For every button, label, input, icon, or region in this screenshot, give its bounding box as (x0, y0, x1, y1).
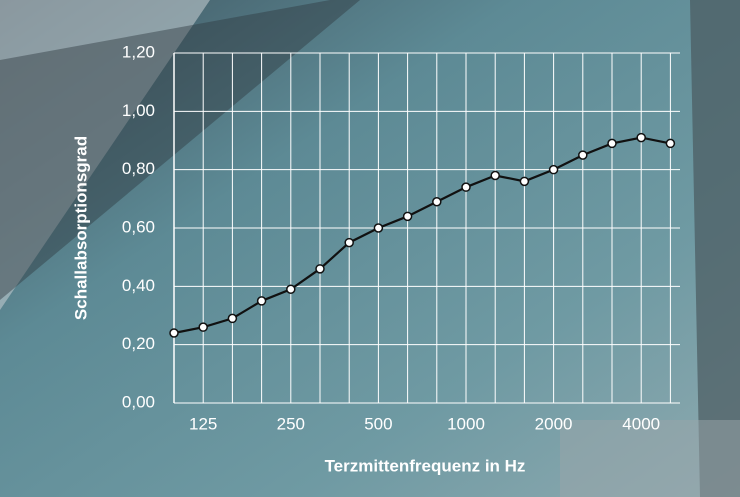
x-tick-label: 2000 (535, 414, 573, 433)
point (607, 138, 617, 149)
y-tick-label: 0,40 (122, 276, 155, 295)
point (402, 211, 413, 222)
point (636, 132, 646, 143)
x-tick-label: 125 (189, 414, 217, 433)
x-tick-label: 250 (277, 414, 305, 433)
point (461, 182, 471, 192)
point (344, 237, 354, 248)
plot: 0,00 0,20 0,40 0,60 0,80 1,00 1,20 125 250 500 100… (122, 42, 680, 433)
photo-edge (690, 0, 740, 497)
y-tick-label: 0,20 (122, 334, 155, 353)
y-tick-label: 1,00 (122, 101, 155, 120)
x-tick-label: 4000 (622, 414, 660, 433)
x-axis-title: Terzmittenfrequenz in Hz (325, 456, 526, 475)
point (315, 264, 325, 274)
y-axis-title: Schallabsorptionsgrad (71, 136, 90, 320)
y-tick-label: 1,20 (122, 42, 155, 61)
x-tick-label: 1000 (447, 414, 485, 433)
point (548, 164, 559, 175)
point (169, 328, 179, 338)
point (373, 223, 384, 233)
photo-panel (0, 0, 210, 310)
photo-frame (0, 0, 360, 300)
y-tick-label: 0,60 (122, 217, 155, 236)
point (432, 197, 442, 207)
photo-floor (560, 420, 740, 497)
y-tick-label: 0,80 (122, 159, 155, 178)
point (665, 138, 676, 149)
point (286, 284, 296, 294)
y-tick-label: 0,00 (122, 392, 155, 411)
point (578, 150, 588, 160)
x-tick-label: 500 (364, 414, 392, 433)
line (173, 136, 671, 335)
point (256, 296, 267, 306)
point (519, 176, 530, 187)
point (490, 170, 500, 181)
point (198, 322, 208, 332)
point (227, 313, 238, 324)
